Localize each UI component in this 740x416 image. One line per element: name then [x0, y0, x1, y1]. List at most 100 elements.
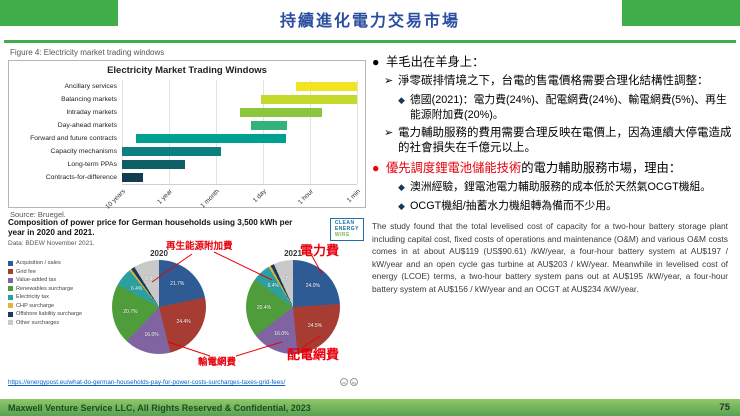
pie-slice-value: 6.7%: [281, 275, 293, 282]
clean-energy-wire-logo: CLEAN ENERGY WIRE: [329, 218, 364, 242]
range-bar: [136, 134, 287, 143]
legend-label: Electricity tax: [16, 294, 49, 300]
pie-slice-value: 6.4%: [267, 282, 279, 289]
annotation-renewables-surcharge: 再生能源附加費: [166, 241, 233, 252]
pie-year-label: 2020: [150, 249, 168, 258]
chart-x-axis-ticks: 10 years 1 year 1 month 1 day 1 hour 1 min: [104, 186, 362, 211]
cc-icon: cc: [340, 378, 348, 386]
legend-swatch: [8, 286, 13, 291]
diamond-bullet-icon: ◆: [398, 95, 405, 106]
range-bar: [122, 173, 144, 182]
bar-label: Intraday markets: [66, 109, 117, 116]
pie-title-text: Composition of power price for German ho…: [8, 218, 293, 238]
slide-title: 持續進化電力交易市場: [279, 13, 460, 30]
bar-label: Ancillary services: [64, 83, 118, 90]
bullet-item: ◆ OCGT機組/抽蓄水力機組轉為備而不少用。: [398, 199, 732, 213]
annotation-distribution-fee: 配電網費: [287, 347, 340, 362]
range-bar: [122, 160, 186, 169]
range-bar: [251, 121, 287, 130]
bar-label: Forward and future contracts: [30, 135, 117, 142]
bullet2-black-text: 的電力輔助服務市場，理由：: [521, 161, 682, 176]
pie-data-note: Data: BDEW November 2021.: [8, 239, 95, 247]
trading-window-row: Capacity mechanisms: [9, 145, 357, 158]
legend-swatch: [8, 311, 13, 317]
cc-by-icon: by: [350, 378, 358, 386]
header-green-bar-right: [622, 0, 740, 26]
pie-2021: 2021 24.0% 24.5% 16.0% 20.4% 6.4% 6.7%: [246, 248, 340, 354]
legend-label: Acquisition / sales: [16, 260, 61, 266]
bullet2-text: 優先調度鋰電池儲能技術的電力輔助服務市場，理由：: [386, 160, 732, 176]
legend-item: Acquisition / sales: [8, 260, 108, 266]
sub1a-text: 淨零碳排情境之下，台電的售電價格需要合理化結構性調整：: [398, 75, 709, 88]
legend-label: Grid fee: [16, 268, 36, 275]
header-green-bar-left: [0, 0, 118, 26]
pie-chart-2021: 24.0% 24.5% 16.0% 20.4% 6.4% 6.7%: [246, 260, 340, 354]
trading-window-row: Long-term PPAs: [9, 158, 357, 171]
trading-window-row: Day-ahead markets: [9, 119, 357, 132]
legend-swatch: [8, 260, 13, 266]
pie-slice-value: 20.7%: [123, 308, 138, 315]
sub1a1-text: 德國(2021)：電力費(24%)、配電網費(24%)、輸電網費(5%)、再生能…: [410, 94, 727, 121]
sub1b-text: 電力輔助服務的費用需要合理反映在電價上，因為連續大停電造成的社會損失在千億元以上…: [398, 126, 732, 155]
legend-swatch: [8, 303, 13, 308]
arrow-bullet-icon: ➢: [384, 126, 394, 139]
legend-item: Electricity tax: [8, 294, 108, 300]
chart-source: Source: Bruegel.: [10, 210, 66, 219]
bullet-item: ➢ 電力輔助服務的費用需要合理反映在電價上，因為連續大停電造成的社會損失在千億元…: [384, 126, 732, 156]
study-quote-paragraph: The study found that the total levelised…: [372, 220, 728, 294]
logo-line-2: ENERGY: [334, 225, 359, 232]
bullet-item: ◆ 德國(2021)：電力費(24%)、配電網費(24%)、輸電網費(5%)、再…: [398, 93, 732, 122]
pie-slice-value: 20.4%: [256, 304, 272, 311]
trading-window-row: Intraday markets: [9, 106, 357, 119]
pie-slice-value: 6.4%: [130, 285, 143, 292]
energypost-link[interactable]: https://energypost.eu/what-do-german-hou…: [8, 379, 286, 386]
bullet2-red-text: 優先調度鋰電池儲能技術: [386, 161, 522, 176]
legend-item: Other surcharges: [8, 320, 108, 326]
pie-chart-title: Composition of power price for German ho…: [8, 218, 304, 248]
range-bar: [239, 108, 322, 117]
pie-slice-value: 24.0%: [305, 282, 320, 289]
legend-swatch: [8, 269, 13, 274]
trading-windows-rows: Ancillary services Balancing markets Intra…: [9, 80, 357, 184]
arrow-bullet-icon: ➢: [384, 75, 394, 88]
diamond-bullet-icon: ◆: [398, 182, 405, 193]
legend-item: Renewables surcharge: [8, 286, 108, 292]
bar-label: Day-ahead markets: [57, 122, 117, 129]
dot-bullet-icon-red: ●: [372, 161, 380, 176]
bar-label: Capacity mechanisms: [50, 148, 117, 155]
bullet-item: ◆ 澳洲經驗，鋰電池電力輔助服務的成本低於天然氣OCGT機組。: [398, 180, 732, 194]
legend-swatch: [8, 320, 13, 325]
legend-label: CHP surcharge: [16, 302, 55, 309]
bar-label: Balancing markets: [61, 96, 117, 103]
footer-bar: Maxwell Venture Service LLC, All Rights …: [0, 399, 740, 416]
pie-slice-value: 24.5%: [307, 322, 323, 329]
right-text-panel: ● 羊毛出在羊身上： ➢ 淨零碳排情境之下，台電的售電價格需要合理化結構性調整：…: [372, 54, 732, 296]
pie-section-header: Composition of power price for German ho…: [8, 218, 364, 248]
bullet-item: ➢ 淨零碳排情境之下，台電的售電價格需要合理化結構性調整：: [384, 74, 732, 89]
bar-label: Contracts-for-difference: [45, 174, 117, 181]
bullet-item: ● 羊毛出在羊身上：: [372, 54, 732, 70]
pie-2020: 2020 21.7% 24.4% 16.0% 20.7% 6.4% 8.8%: [112, 248, 206, 354]
legend-swatch: [8, 277, 13, 283]
annotation-power-fee: 電力費: [300, 243, 340, 258]
pie-slice-value: 24.4%: [176, 319, 191, 326]
trading-window-row: Ancillary services: [9, 80, 357, 93]
pie-legend: Acquisition / sales Grid fee Value-added t…: [8, 260, 108, 328]
dot-bullet-icon: ●: [372, 55, 380, 69]
logo-line-1: CLEAN: [334, 220, 355, 226]
bar-label: Long-term PPAs: [67, 161, 117, 168]
legend-item: Offshore liability surcharge: [8, 311, 108, 317]
source-link-row: https://energypost.eu/what-do-german-hou…: [8, 379, 338, 386]
trading-windows-chart: Electricity Market Trading Windows Ancil…: [8, 60, 366, 211]
legend-item: Value-added tax: [8, 277, 108, 283]
legend-label: Other surcharges: [16, 319, 60, 326]
pie-slice-value: 16.0%: [274, 330, 289, 337]
range-bar: [260, 95, 357, 104]
footer-text: Maxwell Venture Service LLC, All Rights …: [8, 402, 311, 413]
pie-slice-value: 8.8%: [145, 276, 157, 283]
legend-label: Renewables surcharge: [16, 285, 74, 292]
legend-label: Value-added tax: [16, 277, 57, 283]
logo-line-3: WIRE: [334, 231, 350, 238]
chart-gridlines: [122, 80, 358, 185]
